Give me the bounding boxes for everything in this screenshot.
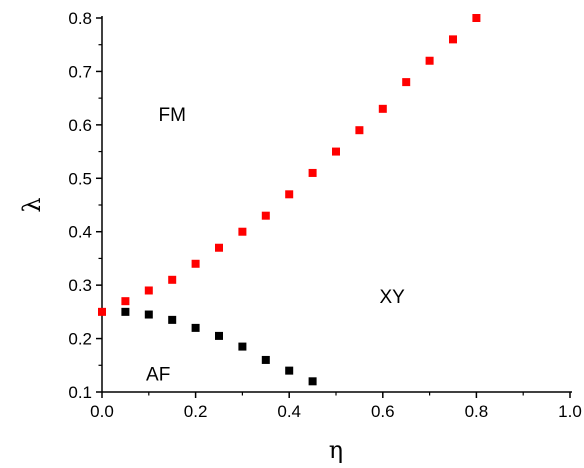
data-point [425,56,434,65]
data-point [238,227,247,236]
y-tick-label: 0.7 [68,62,92,81]
data-point [378,104,387,113]
series-1 [121,307,317,386]
data-point [308,377,317,386]
data-point [144,310,153,319]
x-tick-label: 1.0 [558,402,582,421]
data-point [472,14,481,22]
data-point [121,307,130,316]
data-point [285,190,294,199]
y-tick-label: 0.3 [68,276,92,295]
data-point [332,147,340,156]
data-point [168,315,177,324]
x-tick-label: 0.0 [90,402,114,421]
region-label-xy: XY [379,287,405,308]
data-point [402,78,411,87]
series-0 [98,14,481,316]
y-tick-label: 0.8 [68,9,92,28]
y-tick-label: 0.6 [68,116,92,135]
series-layer [98,14,481,386]
x-tick-label: 0.2 [184,402,208,421]
y-tick-label: 0.1 [68,383,92,402]
data-point [215,331,223,340]
y-tick-label: 0.2 [68,330,92,349]
data-point [144,286,153,295]
y-axis-label: λ [18,197,46,212]
data-point [191,259,200,268]
x-axis-label: η [329,436,343,464]
plot-area: 0.0 0.2 0.4 0.6 0.8 1.0 0.1 0.2 0.3 0.4 0.5 0.6 0.7… [68,9,581,421]
y-tick-label: 0.5 [68,169,92,188]
data-point [238,342,247,351]
data-point [285,366,294,375]
data-point [168,275,177,284]
data-point [215,243,223,252]
region-label-af: AF [146,364,170,385]
x-tick-label: 0.4 [277,402,301,421]
y-axis-ticks: 0.1 0.2 0.3 0.4 0.5 0.6 0.7 0.8 [68,9,102,402]
region-label-fm: FM [158,105,185,126]
x-tick-label: 0.8 [465,402,489,421]
data-point [121,297,130,306]
y-tick-label: 0.4 [68,223,92,242]
data-point [308,168,317,177]
data-point [261,211,270,220]
data-point [191,323,200,332]
data-point [261,355,270,364]
annotations: FM XY AF [146,105,405,385]
data-point [98,307,106,316]
data-point [449,35,457,44]
x-tick-label: 0.6 [371,402,395,421]
x-axis-ticks: 0.0 0.2 0.4 0.6 0.8 1.0 [90,392,582,421]
data-point [355,126,364,135]
